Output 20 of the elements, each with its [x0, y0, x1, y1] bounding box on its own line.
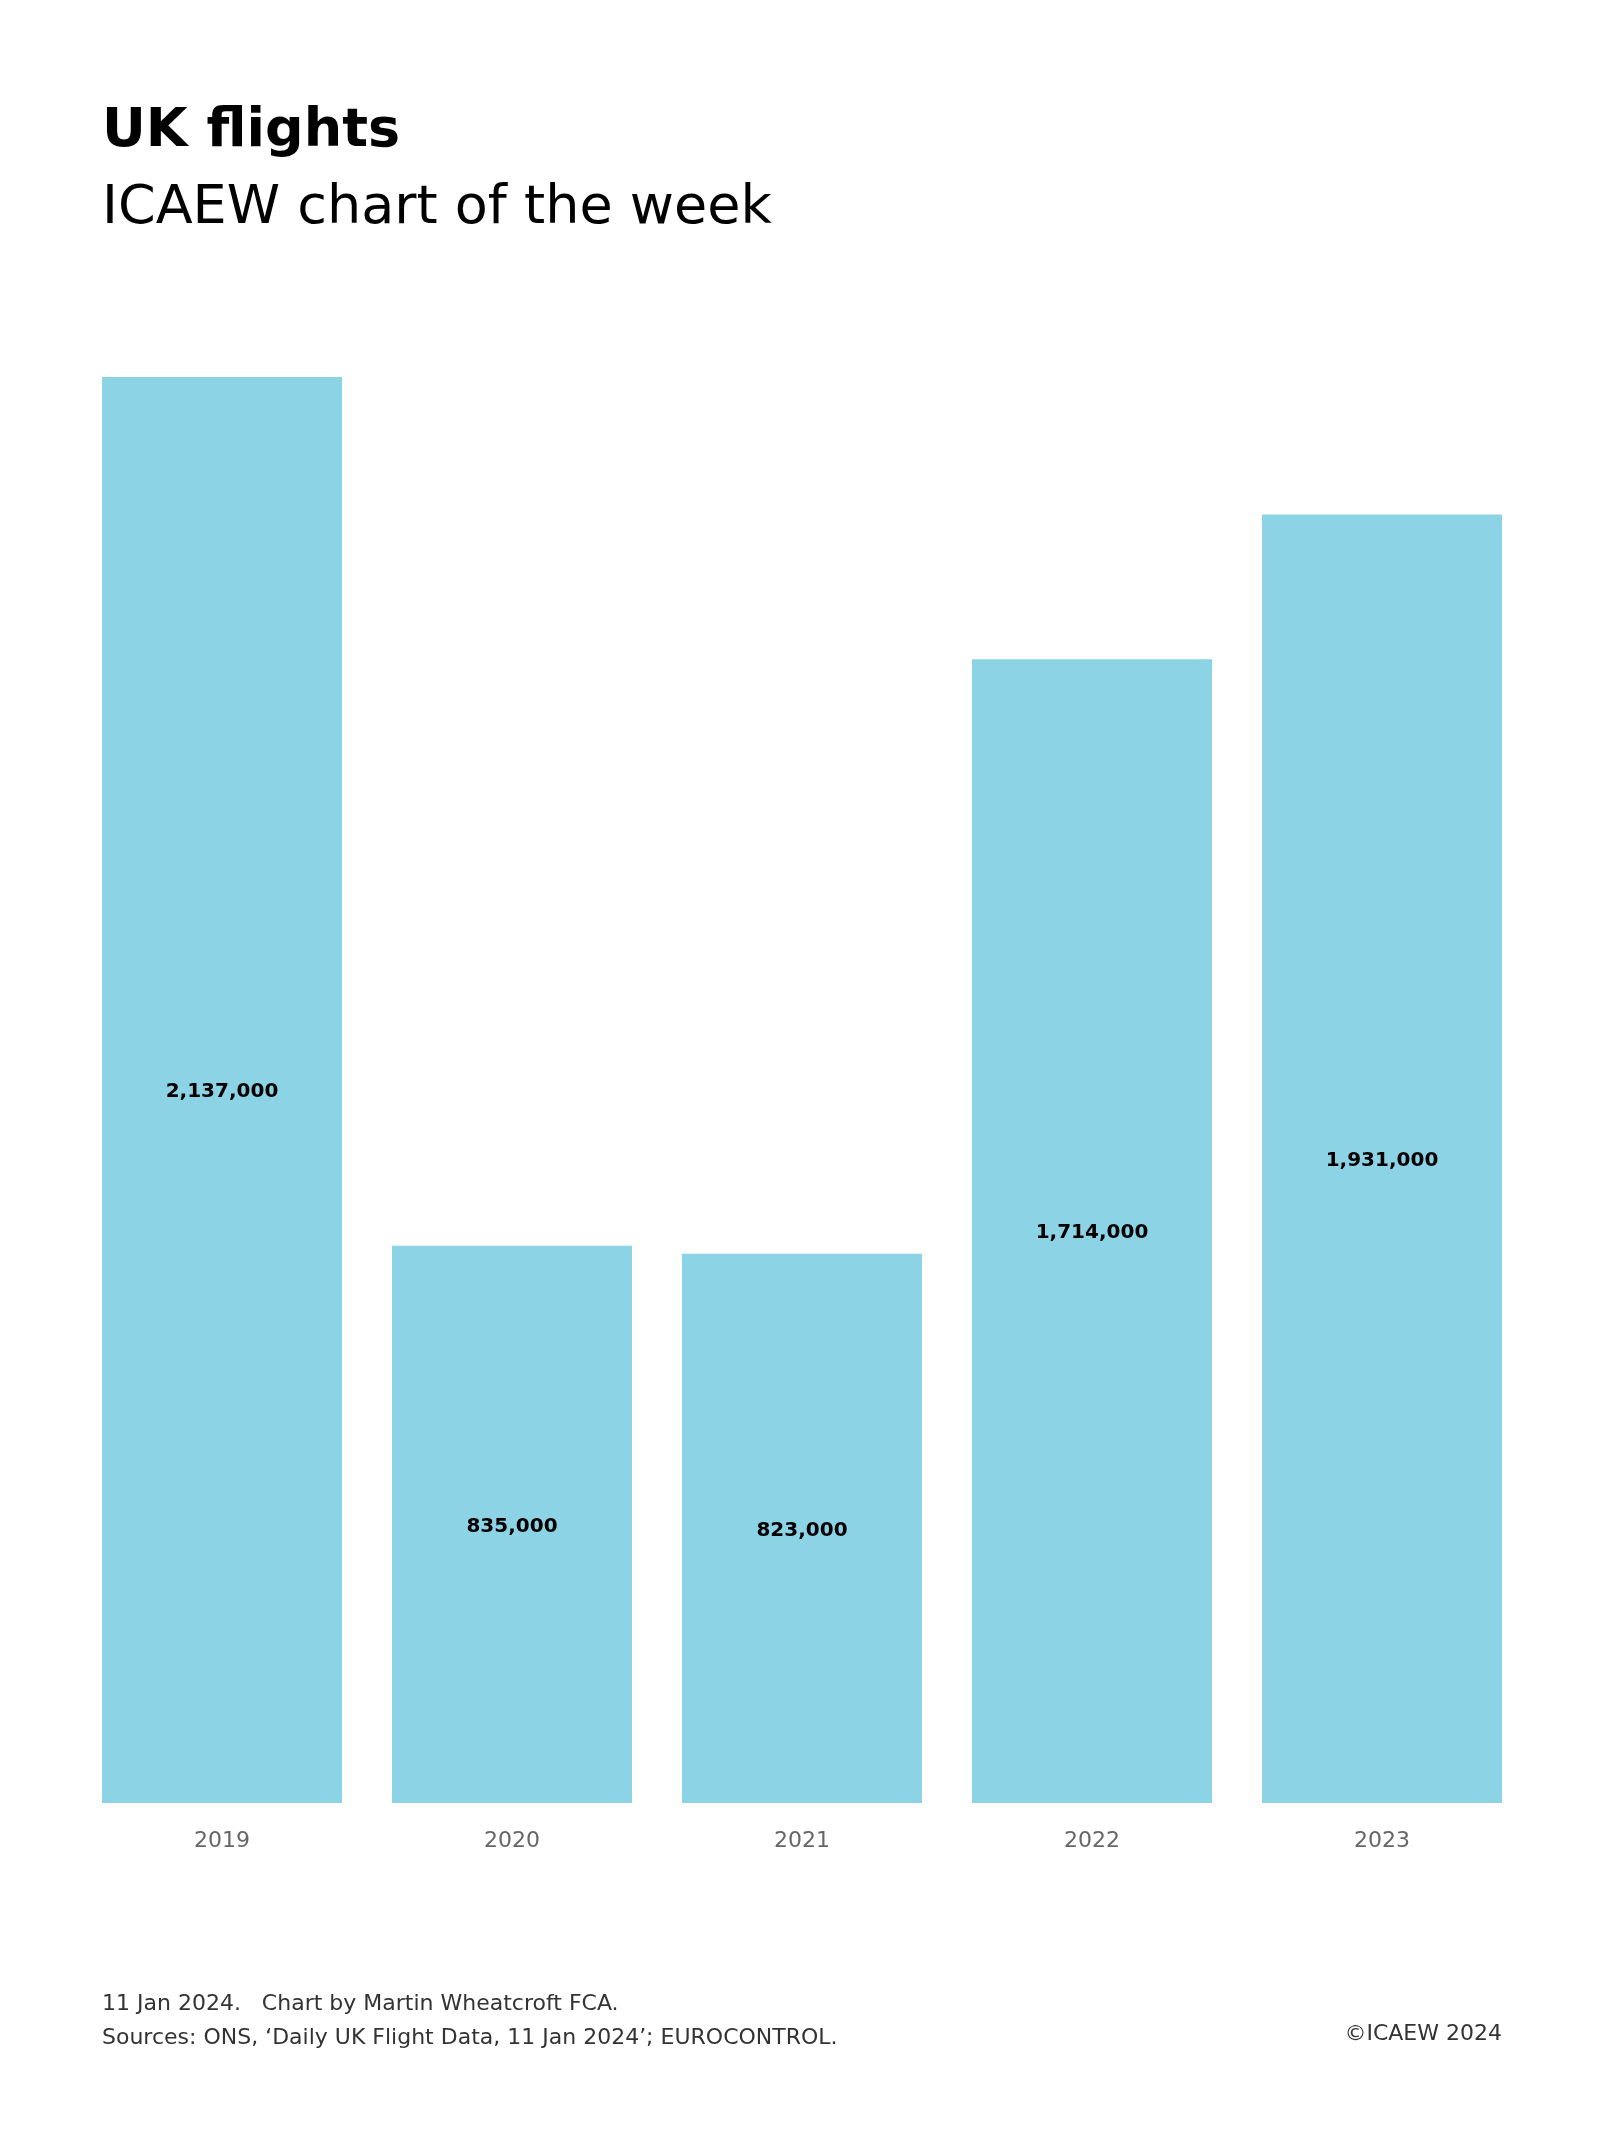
x-tick-label: 2023	[1354, 1826, 1410, 1852]
bar	[972, 659, 1212, 1803]
data-label: 1,931,000	[1325, 1146, 1439, 1171]
x-tick-label: 2020	[484, 1826, 540, 1852]
x-tick-label: 2022	[1064, 1826, 1120, 1852]
x-tick-label: 2021	[774, 1826, 830, 1852]
source-note: Sources: ONS, ‘Daily UK Flight Data, 11 Jan 2024’; EUROCONTROL.	[102, 2023, 838, 2051]
text: 11 Jan 2024. Chart by Martin Wheatcroft FCA.	[102, 1989, 620, 2017]
chart-title: UK flights	[102, 96, 401, 159]
data-label: 2,137,000	[165, 1078, 279, 1103]
data-label: 823,000	[756, 1516, 848, 1541]
data-label: 1,714,000	[1035, 1219, 1149, 1244]
x-tick-label: 2019	[194, 1826, 250, 1852]
bar	[102, 377, 342, 1803]
data-label: 835,000	[466, 1512, 558, 1537]
bar	[1262, 514, 1502, 1803]
bar	[392, 1245, 632, 1803]
bar	[682, 1253, 922, 1803]
text: ©ICAEW 2024	[1344, 2020, 1502, 2045]
chart-subtitle: ICAEW chart of the week	[102, 173, 772, 236]
